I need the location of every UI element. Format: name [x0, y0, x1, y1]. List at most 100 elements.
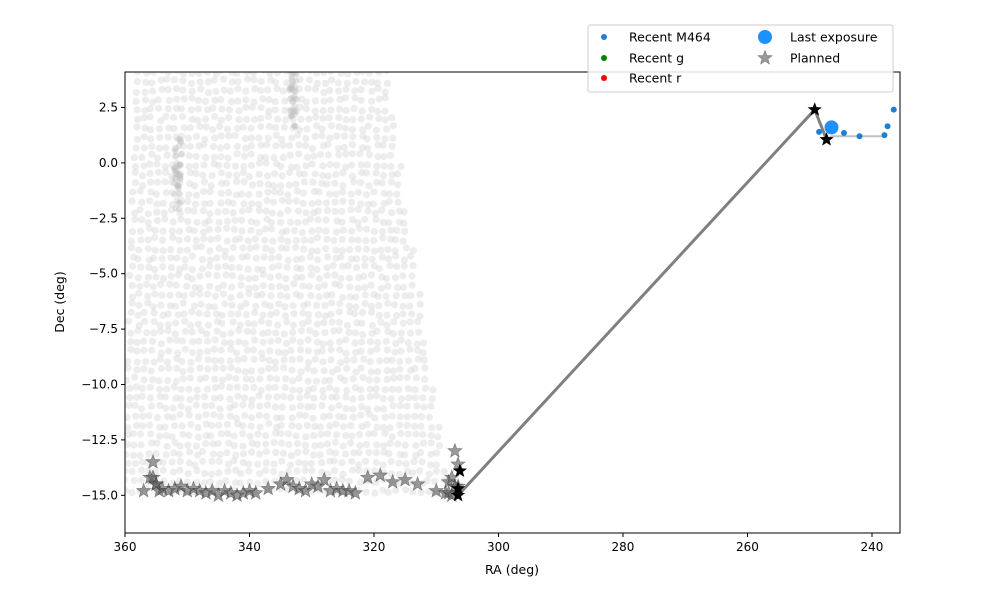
- footprint-tile: [227, 345, 235, 353]
- footprint-tile: [140, 144, 148, 152]
- footprint-tile: [239, 169, 247, 177]
- footprint-tile: [147, 430, 155, 438]
- footprint-tile: [249, 72, 258, 77]
- footprint-tile: [146, 105, 154, 113]
- footprint-tile: [148, 150, 156, 158]
- footprint-tile: [311, 97, 320, 105]
- footprint-tile: [399, 310, 407, 318]
- footprint-tile: [134, 274, 142, 282]
- footprint-tile: [370, 188, 378, 196]
- footprint-tile: [396, 357, 404, 366]
- footprint-tile: [224, 460, 233, 468]
- footprint-tile: [256, 423, 264, 431]
- footprint-tile: [251, 85, 259, 93]
- footprint-tile: [420, 356, 428, 364]
- footprint-tile: [279, 449, 287, 457]
- footprint-tile: [236, 321, 244, 329]
- footprint-tile: [326, 339, 334, 347]
- footprint-tile: [303, 392, 311, 400]
- footprint-tile: [289, 78, 297, 85]
- footprint-tile: [274, 321, 282, 329]
- footprint-tile: [400, 256, 408, 264]
- footprint-tile: [217, 382, 226, 390]
- footprint-tile: [383, 125, 391, 133]
- point-planned: [428, 482, 445, 498]
- footprint-tile: [385, 197, 393, 206]
- footprint-tile: [276, 282, 284, 290]
- footprint-tile: [387, 395, 395, 403]
- footprint-tile: [164, 85, 172, 94]
- footprint-tile: [376, 357, 384, 365]
- footprint-tile: [366, 393, 374, 401]
- footprint-tile: [289, 98, 297, 106]
- footprint-tile: [204, 78, 212, 86]
- footprint-tile: [261, 300, 269, 308]
- footprint-tile: [409, 247, 417, 255]
- footprint-tile: [306, 253, 314, 261]
- footprint-tile: [155, 432, 164, 440]
- footprint-tile: [240, 355, 248, 363]
- footprint-tile: [370, 227, 378, 236]
- footprint-tile: [380, 152, 388, 161]
- footprint-tile: [332, 386, 341, 394]
- footprint-tile: [200, 161, 208, 169]
- footprint-tile: [297, 368, 305, 376]
- footprint-tile: [278, 228, 286, 236]
- footprint-tile: [301, 466, 309, 474]
- point-recent-m464: [840, 129, 847, 136]
- footprint-tile: [262, 207, 270, 215]
- footprint-tile: [148, 87, 157, 95]
- footprint-tile: [231, 401, 239, 409]
- footprint-tile: [172, 144, 180, 152]
- footprint-tile: [397, 429, 405, 438]
- footprint-tile: [358, 423, 366, 431]
- footprint-tile: [435, 423, 443, 431]
- footprint-tile: [163, 442, 171, 451]
- footprint-tile: [338, 207, 346, 216]
- footprint-tile: [410, 422, 419, 430]
- footprint-tile: [330, 467, 339, 475]
- footprint-tile: [156, 393, 164, 401]
- footprint-tile: [368, 302, 376, 311]
- footprint-tile: [383, 375, 391, 383]
- footprint-tile: [162, 404, 170, 412]
- footprint-tile: [172, 167, 179, 175]
- footprint-tile: [251, 235, 259, 243]
- footprint-tile: [362, 245, 370, 253]
- footprint-tile: [288, 94, 296, 101]
- footprint-tile: [285, 440, 293, 449]
- footprint-tile: [332, 170, 340, 179]
- footprint-tile: [370, 236, 378, 245]
- footprint-tile: [129, 451, 137, 459]
- footprint-tile: [249, 328, 257, 336]
- footprint-tile: [419, 349, 427, 357]
- footprint-tile: [256, 153, 265, 161]
- footprint-tile: [261, 225, 269, 233]
- footprint-tile: [202, 431, 210, 440]
- footprint-tile: [226, 412, 234, 420]
- footprint-tile: [173, 159, 181, 167]
- footprint-tile: [435, 442, 444, 450]
- footprint-tile: [284, 206, 292, 215]
- footprint-tile: [250, 76, 258, 84]
- footprint-tile: [401, 292, 409, 300]
- footprint-tile: [364, 207, 372, 215]
- footprint-tile: [358, 107, 366, 115]
- footprint-tile: [314, 198, 323, 207]
- footprint-tile: [170, 125, 178, 133]
- point-planned: [260, 480, 277, 496]
- footprint-tile: [307, 271, 315, 279]
- footprint-tile: [210, 303, 218, 311]
- footprint-tile: [192, 169, 200, 178]
- footprint-tile: [327, 291, 336, 299]
- footprint-tile: [395, 459, 403, 467]
- footprint-tile: [285, 141, 293, 150]
- footprint-tile: [145, 256, 153, 264]
- footprint-tile: [379, 486, 387, 494]
- footprint-tile: [228, 283, 236, 291]
- footprint-tile: [413, 346, 422, 354]
- footprint-tile: [125, 459, 132, 467]
- footprint-tile: [290, 109, 297, 116]
- footprint-tile: [255, 228, 263, 236]
- footprint-tile: [416, 448, 425, 457]
